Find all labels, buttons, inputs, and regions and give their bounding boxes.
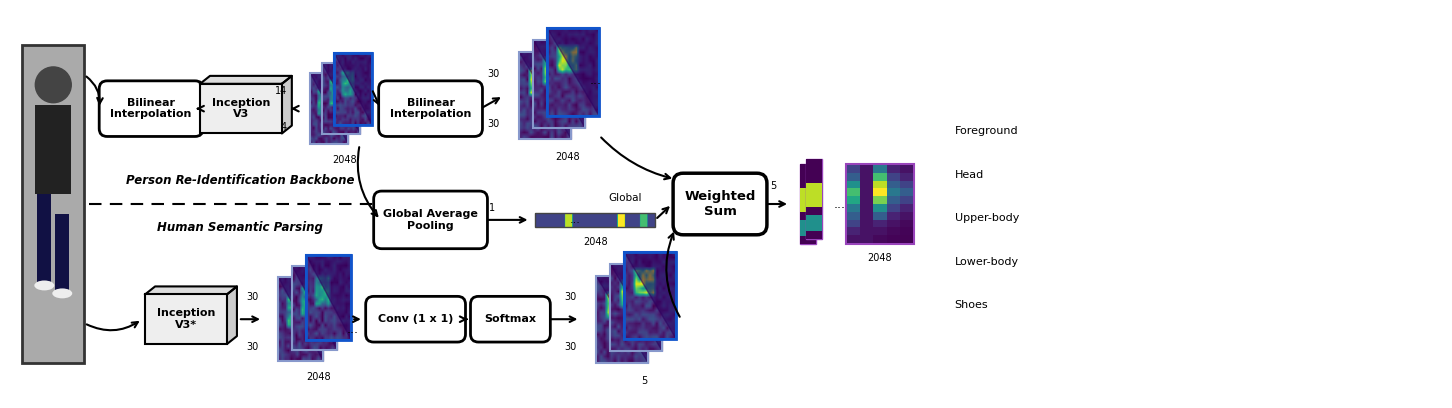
Polygon shape xyxy=(624,252,677,339)
Text: Global Average
Pooling: Global Average Pooling xyxy=(383,209,478,231)
Text: 1: 1 xyxy=(488,203,495,213)
FancyBboxPatch shape xyxy=(470,296,550,342)
Text: 2048: 2048 xyxy=(582,237,607,247)
Bar xyxy=(38,194,51,284)
Text: 5: 5 xyxy=(640,376,648,386)
Polygon shape xyxy=(533,40,585,128)
Text: 2048: 2048 xyxy=(555,152,579,162)
Text: Global: Global xyxy=(608,193,642,203)
Bar xyxy=(845,164,913,244)
Bar xyxy=(309,73,347,144)
Text: 5: 5 xyxy=(770,181,777,191)
Text: ...: ... xyxy=(590,74,601,87)
Bar xyxy=(306,255,351,339)
Bar xyxy=(35,105,71,194)
Polygon shape xyxy=(547,28,600,115)
Polygon shape xyxy=(227,286,237,344)
Text: Conv (1 x 1): Conv (1 x 1) xyxy=(378,314,453,324)
Bar xyxy=(334,53,372,124)
Text: Weighted
Sum: Weighted Sum xyxy=(684,190,755,218)
Bar xyxy=(322,63,360,135)
Polygon shape xyxy=(334,53,372,124)
Text: Human Semantic Parsing: Human Semantic Parsing xyxy=(157,221,322,234)
Text: Lower-body: Lower-body xyxy=(954,257,1019,266)
Bar xyxy=(520,52,571,140)
Bar xyxy=(309,73,347,144)
Bar xyxy=(292,266,337,350)
Text: 14: 14 xyxy=(274,86,287,96)
Ellipse shape xyxy=(52,288,73,298)
Bar xyxy=(55,214,70,293)
Bar xyxy=(279,277,324,361)
Bar xyxy=(536,213,655,227)
Polygon shape xyxy=(279,277,324,361)
Text: ...: ... xyxy=(833,197,845,211)
Text: 30: 30 xyxy=(563,293,576,302)
Text: Shoes: Shoes xyxy=(954,300,989,310)
Polygon shape xyxy=(597,275,648,363)
FancyBboxPatch shape xyxy=(373,191,488,249)
Bar xyxy=(547,28,600,115)
Text: Inception
V3: Inception V3 xyxy=(212,98,270,120)
Text: Upper-body: Upper-body xyxy=(954,213,1019,223)
Text: 4: 4 xyxy=(280,122,287,131)
Text: Bilinear
Interpolation: Bilinear Interpolation xyxy=(110,98,192,120)
Ellipse shape xyxy=(35,280,54,290)
Text: 30: 30 xyxy=(247,342,258,352)
Bar xyxy=(334,53,372,124)
Polygon shape xyxy=(292,266,337,350)
Bar xyxy=(800,164,816,244)
Text: 2048: 2048 xyxy=(306,372,331,382)
Bar xyxy=(806,159,822,239)
Bar xyxy=(547,28,600,115)
Bar xyxy=(334,53,372,124)
Circle shape xyxy=(35,67,71,103)
Bar xyxy=(610,264,662,351)
Text: ...: ... xyxy=(347,323,359,336)
FancyBboxPatch shape xyxy=(674,173,767,235)
Polygon shape xyxy=(309,73,347,144)
Text: 2048: 2048 xyxy=(867,253,892,263)
Bar xyxy=(322,63,360,135)
FancyBboxPatch shape xyxy=(366,296,466,342)
Bar xyxy=(306,255,351,339)
Polygon shape xyxy=(610,264,662,351)
Bar xyxy=(624,252,677,339)
Bar xyxy=(533,40,585,128)
Text: Person Re-Identification Backbone: Person Re-Identification Backbone xyxy=(126,174,354,187)
Bar xyxy=(22,45,84,363)
Bar xyxy=(624,252,677,339)
Polygon shape xyxy=(282,76,292,133)
Bar xyxy=(624,252,677,339)
Polygon shape xyxy=(520,52,571,140)
Bar xyxy=(610,264,662,351)
Bar xyxy=(279,277,324,361)
Bar xyxy=(200,84,282,133)
FancyBboxPatch shape xyxy=(379,81,482,136)
Text: Softmax: Softmax xyxy=(485,314,536,324)
Bar xyxy=(547,28,600,115)
Bar xyxy=(306,255,351,339)
Polygon shape xyxy=(322,63,360,135)
Text: Inception
V3*: Inception V3* xyxy=(157,308,215,330)
Polygon shape xyxy=(306,255,351,339)
Bar xyxy=(597,275,648,363)
Bar xyxy=(533,40,585,128)
Text: 30: 30 xyxy=(488,69,499,79)
Text: Bilinear
Interpolation: Bilinear Interpolation xyxy=(391,98,472,120)
Text: Head: Head xyxy=(954,170,984,180)
Text: 30: 30 xyxy=(563,342,576,352)
Text: 30: 30 xyxy=(247,293,258,302)
Text: 30: 30 xyxy=(488,119,499,129)
Bar xyxy=(145,295,227,344)
Bar xyxy=(520,52,571,140)
Bar xyxy=(597,275,648,363)
FancyBboxPatch shape xyxy=(99,81,203,136)
Bar xyxy=(292,266,337,350)
Text: Foreground: Foreground xyxy=(954,126,1018,135)
Text: ...: ... xyxy=(569,215,581,225)
Text: 2048: 2048 xyxy=(333,155,357,165)
Polygon shape xyxy=(200,76,292,84)
Polygon shape xyxy=(145,286,237,295)
